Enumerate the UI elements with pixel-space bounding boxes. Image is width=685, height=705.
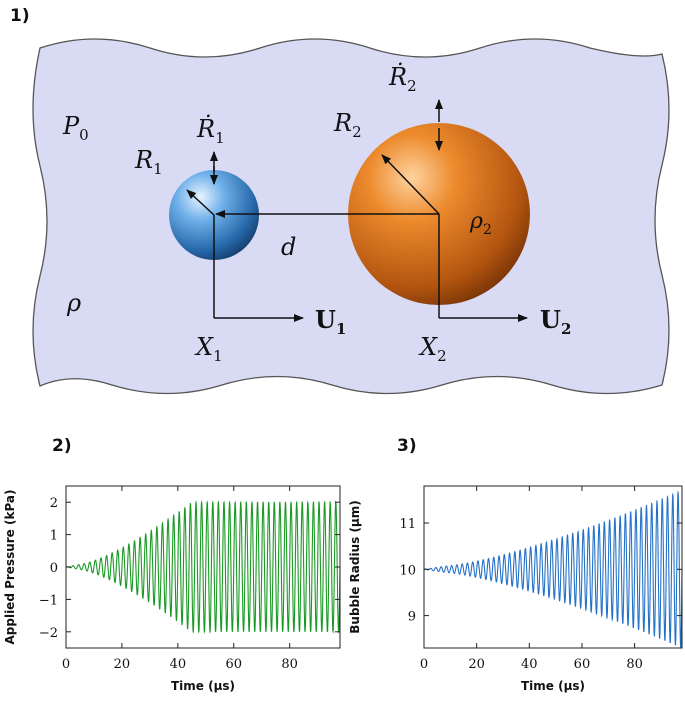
label-R2: R2 xyxy=(333,109,362,141)
plot-frame xyxy=(423,485,683,649)
label-d: d xyxy=(281,233,296,261)
label-rho: ρ xyxy=(66,289,81,317)
radius-1-arrow xyxy=(186,189,215,216)
label-X1: X1 xyxy=(194,333,223,365)
y-tick-label: 2 xyxy=(50,496,58,511)
x-tick-label: 60 xyxy=(225,657,242,672)
label-U1: U1 xyxy=(315,305,346,338)
y-axis-label: Applied Pressure (kPa) xyxy=(3,489,17,644)
label-R1: R1 xyxy=(134,146,163,178)
radius-2-arrow xyxy=(381,154,440,215)
x-tick-label: 40 xyxy=(521,657,538,672)
bubble-radius-chart: 0 20 40 60 80 11 10 9 Time (μs) Bubble Radius (μm… xyxy=(348,485,683,693)
two-bubble-diagram: P0 ρ R1 Ṙ1 R2 Ṙ2 d ρ2 X1 X2 U1 U2 xyxy=(32,38,670,395)
label-R2dot: Ṙ2 xyxy=(388,62,417,95)
label-U2: U2 xyxy=(540,305,571,338)
y-tick-label: 10 xyxy=(399,563,416,578)
x-tick-label: 20 xyxy=(114,657,131,672)
panel-label-1: 1) xyxy=(10,6,30,26)
y-tick-label: 9 xyxy=(408,610,416,625)
y-tick-label: −1 xyxy=(39,593,58,608)
x-tick-label: 20 xyxy=(468,657,485,672)
y-axis-label: Bubble Radius (μm) xyxy=(348,500,362,634)
panel-label-3: 3) xyxy=(397,436,417,456)
label-rho2: ρ2 xyxy=(469,209,492,238)
y-tick-label: 1 xyxy=(50,529,58,544)
label-P0: P0 xyxy=(62,112,89,144)
x-axis-label: Time (μs) xyxy=(171,679,235,693)
series-line xyxy=(66,500,341,634)
y-tick-label: −2 xyxy=(39,626,58,641)
x-tick-label: 40 xyxy=(170,657,187,672)
x-axis-label: Time (μs) xyxy=(521,679,585,693)
x-tick-label: 60 xyxy=(574,657,591,672)
applied-pressure-chart: 0 20 40 60 80 2 1 0 −1 −2 Time (μs) Applied Pressur… xyxy=(3,485,341,693)
panel-label-2: 2) xyxy=(52,436,72,456)
label-R1dot: Ṙ1 xyxy=(196,114,225,147)
series-line xyxy=(424,490,683,648)
y-tick-label: 0 xyxy=(50,561,58,576)
y-tick-label: 11 xyxy=(399,517,416,532)
x-tick-label: 80 xyxy=(626,657,643,672)
label-X2: X2 xyxy=(418,333,447,365)
x-tick-label: 0 xyxy=(420,657,428,672)
x-tick-label: 0 xyxy=(62,657,70,672)
x-tick-label: 80 xyxy=(281,657,298,672)
